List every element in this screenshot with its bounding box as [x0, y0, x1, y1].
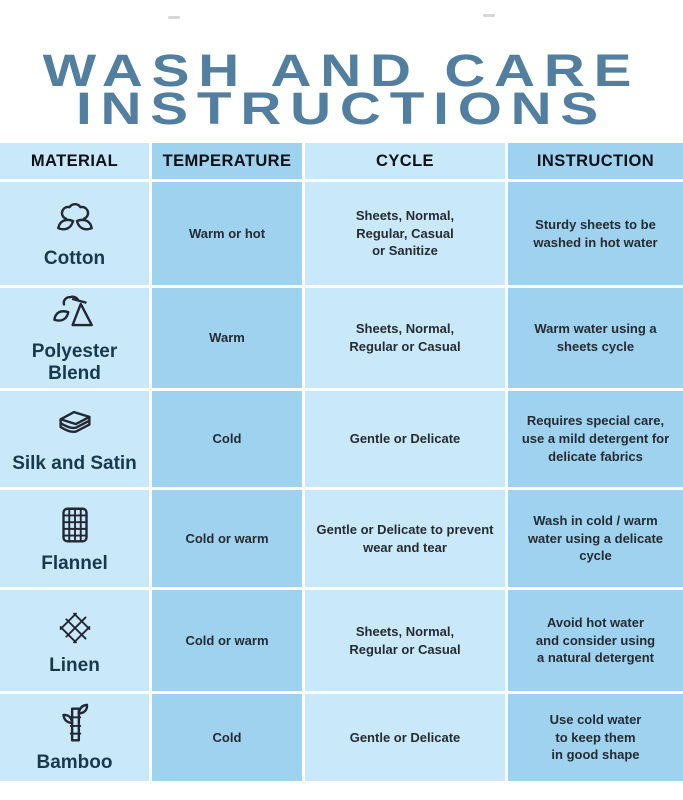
material-cell-linen: Linen — [0, 590, 149, 691]
temperature-cell-linen: Cold or warm — [152, 590, 302, 691]
cycle-cell-linen: Sheets, Normal, Regular or Casual — [305, 590, 505, 691]
material-label: Flannel — [41, 552, 108, 574]
page-title: WASH AND CARE INSTRUCTIONS — [0, 48, 683, 131]
temperature-cell-flannel: Cold or warm — [152, 490, 302, 587]
screenshot-artifact-dash — [168, 16, 180, 19]
material-label: Cotton — [43, 247, 106, 269]
instruction-cell-bamboo: Use cold water to keep them in good shap… — [508, 694, 683, 781]
title-line-1: WASH AND CARE — [42, 45, 641, 96]
cycle-cell-polyester-blend: Sheets, Normal, Regular or Casual — [305, 288, 505, 388]
material-cell-polyester-blend: Polyester Blend — [0, 288, 149, 388]
cycle-cell-bamboo: Gentle or Delicate — [305, 694, 505, 781]
cycle-cell-cotton: Sheets, Normal, Regular, Casual or Sanit… — [305, 182, 505, 285]
silk-satin-icon — [58, 410, 91, 434]
cycle-cell-flannel: Gentle or Delicate to prevent wear and t… — [305, 490, 505, 587]
instruction-cell-linen: Avoid hot water and consider using a nat… — [508, 590, 683, 691]
screenshot-artifact-dash — [483, 14, 495, 17]
temperature-cell-cotton: Warm or hot — [152, 182, 302, 285]
cotton-icon — [56, 202, 93, 231]
material-cell-silk-and-satin: Silk and Satin — [0, 391, 149, 487]
care-instructions-table: MATERIAL TEMPERATURE CYCLE INSTRUCTION C… — [0, 143, 683, 781]
temperature-cell-bamboo: Cold — [152, 694, 302, 781]
linen-icon — [59, 612, 90, 643]
material-label: Bamboo — [36, 751, 113, 773]
material-cell-bamboo: Bamboo — [0, 694, 149, 781]
title-line-2: INSTRUCTIONS — [75, 83, 608, 134]
instruction-cell-flannel: Wash in cold / warm water using a delica… — [508, 490, 683, 587]
material-label: Silk and Satin — [12, 453, 137, 475]
polyester-blend-icon — [52, 295, 93, 327]
bamboo-icon — [61, 703, 88, 742]
instruction-cell-silk-and-satin: Requires special care, use a mild deterg… — [508, 391, 683, 487]
column-header-material: MATERIAL — [0, 143, 149, 179]
instruction-cell-polyester-blend: Warm water using a sheets cycle — [508, 288, 683, 388]
instruction-cell-cotton: Sturdy sheets to be washed in hot water — [508, 182, 683, 285]
cycle-cell-silk-and-satin: Gentle or Delicate — [305, 391, 505, 487]
flannel-icon — [61, 507, 88, 543]
column-header-instruction: INSTRUCTION — [508, 143, 683, 179]
material-label: Linen — [49, 654, 100, 676]
column-header-cycle: CYCLE — [305, 143, 505, 179]
material-label: Polyester Blend — [31, 341, 118, 384]
material-cell-flannel: Flannel — [0, 490, 149, 587]
temperature-cell-polyester-blend: Warm — [152, 288, 302, 388]
temperature-cell-silk-and-satin: Cold — [152, 391, 302, 487]
material-cell-cotton: Cotton — [0, 182, 149, 285]
column-header-temperature: TEMPERATURE — [152, 143, 302, 179]
